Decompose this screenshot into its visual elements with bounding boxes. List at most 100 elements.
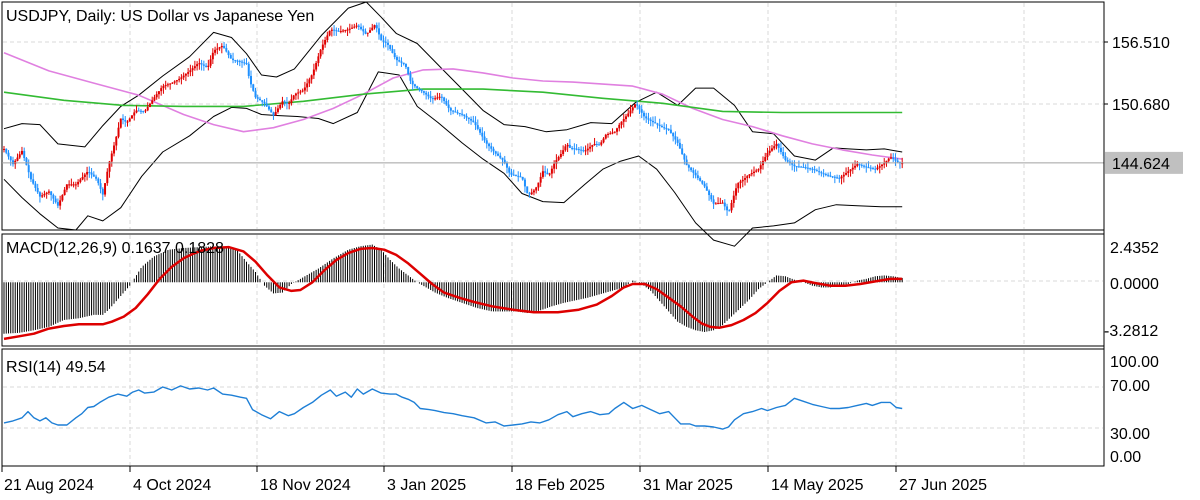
candle-body — [173, 81, 176, 83]
macd-tick-label: -3.2812 — [1104, 323, 1158, 340]
rsi-line — [3, 385, 903, 430]
candle-body — [815, 170, 818, 172]
candle-body — [357, 25, 360, 27]
rsi-panel[interactable]: RSI(14) 49.54 — [1, 348, 1105, 467]
candle-body — [748, 174, 751, 177]
candle-body — [559, 154, 562, 158]
candle-body — [701, 180, 704, 184]
candle-body — [407, 67, 410, 74]
candle-body — [687, 165, 690, 168]
candle-body — [398, 60, 401, 62]
candle-body — [508, 167, 511, 173]
candle-body — [207, 65, 210, 68]
candle-body — [440, 96, 443, 98]
candle-body — [860, 164, 863, 166]
candle-body — [692, 170, 695, 173]
candle-body — [299, 91, 302, 93]
candle-body — [591, 145, 594, 147]
candle-body — [288, 103, 291, 105]
candle-body — [474, 122, 477, 126]
candle-body — [831, 176, 834, 178]
candle-body — [892, 157, 895, 160]
candle-body — [842, 174, 845, 177]
candle-body — [562, 150, 565, 154]
candle-body — [449, 108, 452, 111]
candle-body — [263, 101, 266, 104]
candle-body — [726, 206, 729, 211]
candle-body — [391, 48, 394, 54]
candle-body — [267, 106, 270, 110]
candle-body — [872, 168, 875, 170]
candle-body — [782, 151, 785, 157]
candle-body — [809, 168, 812, 170]
candle-body — [595, 143, 598, 145]
candle-body — [454, 111, 457, 113]
candle-body — [32, 179, 35, 184]
candle-body — [476, 125, 479, 129]
candle-body — [770, 148, 773, 151]
candle-body — [292, 95, 295, 100]
candle-body — [759, 165, 762, 170]
candle-body — [189, 70, 192, 73]
candle-body — [849, 169, 852, 172]
bollinger-lower-line — [3, 71, 903, 247]
candle-body — [667, 128, 670, 130]
candle-body — [178, 78, 181, 81]
rsi-tick-label: 100.00 — [1110, 354, 1159, 371]
candle-body — [447, 104, 450, 109]
candle-body — [360, 26, 363, 30]
candle-body — [541, 171, 544, 177]
candle-body — [517, 175, 520, 177]
candle-body — [744, 178, 747, 180]
candle-body — [43, 194, 46, 196]
candle-body — [589, 146, 592, 149]
x-tick-label: 27 Jun 2025 — [899, 477, 987, 494]
candle-body — [607, 133, 610, 135]
candle-body — [550, 168, 553, 174]
candle-body — [95, 176, 98, 179]
candle-body — [128, 118, 131, 122]
candle-body — [413, 84, 416, 87]
candle-body — [348, 28, 351, 30]
candle-body — [577, 149, 580, 151]
candle-body — [633, 104, 636, 108]
candle-body — [764, 157, 767, 162]
candle-body — [665, 128, 668, 130]
macd-tick-label: 2.4352 — [1110, 240, 1159, 257]
candle-body — [649, 119, 652, 121]
candle-body — [708, 190, 711, 196]
candle-body — [510, 172, 513, 175]
candle-body — [672, 132, 675, 137]
candle-body — [113, 145, 116, 154]
candle-body — [339, 31, 342, 33]
candle-body — [402, 62, 405, 64]
candle-body — [104, 183, 107, 195]
candle-body — [485, 140, 488, 144]
candle-body — [108, 161, 111, 172]
candle-body — [92, 174, 95, 177]
candle-body — [622, 119, 625, 122]
candle-body — [90, 172, 93, 175]
candle-body — [155, 94, 158, 98]
candle-body — [490, 146, 493, 149]
candle-body — [202, 64, 205, 66]
candle-body — [737, 182, 740, 189]
candle-body — [393, 53, 396, 58]
candle-body — [9, 156, 12, 161]
candle-body — [600, 142, 603, 145]
candle-body — [65, 184, 68, 190]
candle-body — [795, 166, 798, 168]
rsi-tick-label: 0.00 — [1110, 449, 1141, 466]
candle-body — [645, 116, 648, 119]
candle-body — [669, 129, 672, 133]
candle-body — [775, 143, 778, 147]
moving-averages — [3, 51, 903, 160]
current-price-box — [1105, 151, 1183, 174]
candle-body — [23, 150, 26, 159]
candle-body — [45, 192, 48, 195]
macd-panel[interactable]: MACD(12,26,9) 0.1637 0.1828 — [1, 233, 1105, 347]
candle-body — [335, 30, 338, 32]
candle-body — [836, 177, 839, 179]
candle-body — [375, 25, 378, 29]
